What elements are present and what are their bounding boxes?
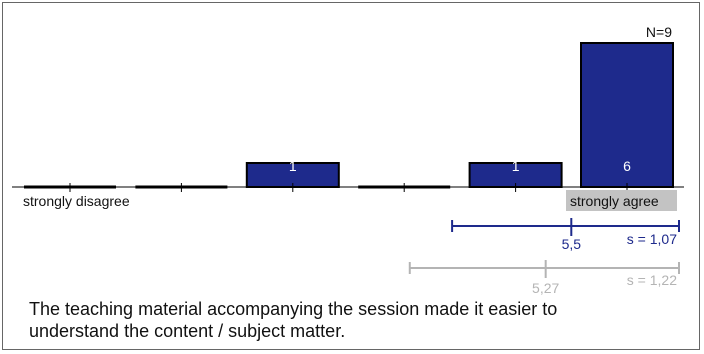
left-scale-label: strongly disagree <box>23 193 130 209</box>
mean-label-current: 5,5 <box>562 236 582 252</box>
bars-group <box>24 42 674 189</box>
value-label-5: 1 <box>512 158 520 174</box>
bar-labels-group: 1 1 6 <box>289 158 631 174</box>
question-text: The teaching material accompanying the s… <box>29 299 558 341</box>
mean-label-comparison: 5,27 <box>532 280 559 296</box>
stats-group: 5,5 s = 1,07 5,27 s = 1,22 <box>408 218 680 296</box>
right-scale-label-background <box>566 190 677 211</box>
value-label-3: 1 <box>289 158 297 174</box>
sd-label-comparison: s = 1,22 <box>627 272 677 288</box>
ticks-group <box>69 183 628 192</box>
sd-label-current: s = 1,07 <box>627 231 677 247</box>
n-label: N=9 <box>646 24 672 40</box>
value-label-6: 6 <box>623 158 631 174</box>
right-scale-label: strongly agree <box>570 193 659 209</box>
